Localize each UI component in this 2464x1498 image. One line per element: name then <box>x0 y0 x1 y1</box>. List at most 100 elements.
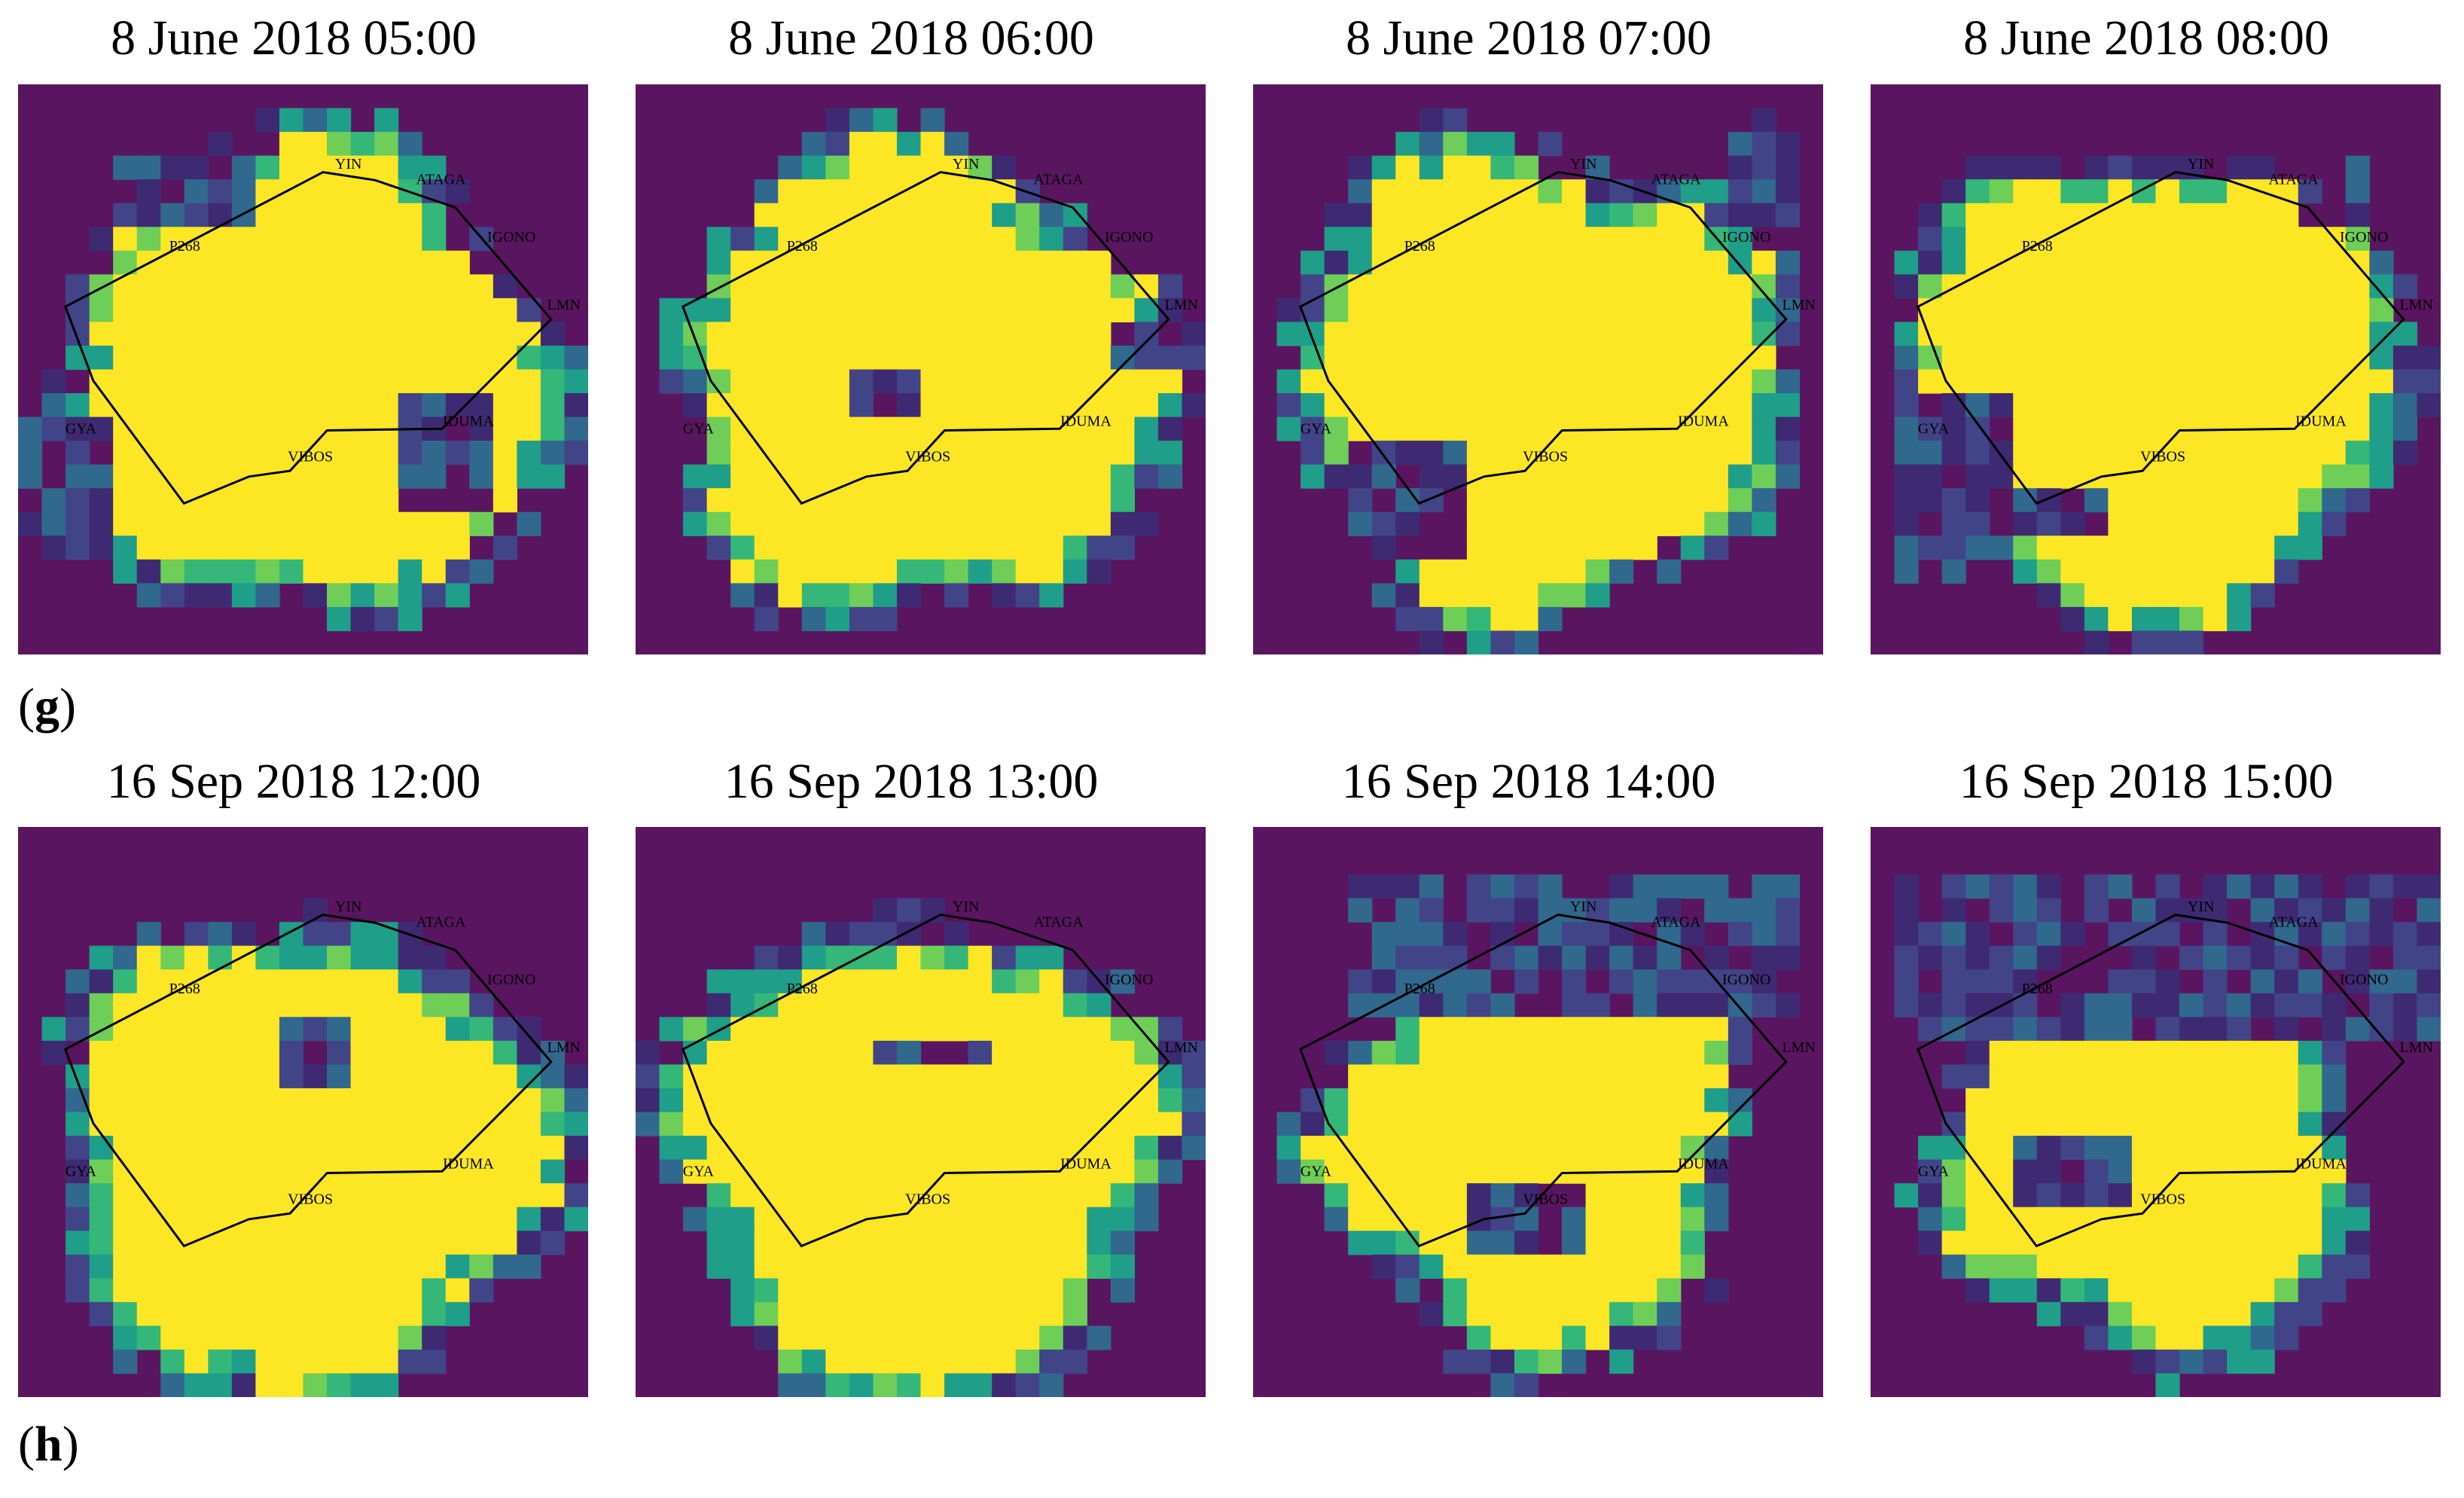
heatmap-cell <box>2203 297 2228 323</box>
heatmap-cell <box>896 345 922 371</box>
heatmap-cell <box>968 1088 993 1113</box>
heatmap-cell <box>398 1349 422 1374</box>
heatmap-cell <box>255 488 280 513</box>
heatmap-cell <box>1680 1064 1705 1089</box>
heatmap-cell <box>873 250 898 275</box>
heatmap-cell <box>1395 1254 1420 1279</box>
heatmap-cell <box>1657 1183 1682 1208</box>
heatmap-cell <box>1419 393 1444 418</box>
heatmap-cell <box>469 1278 494 1303</box>
heatmap-cell <box>1348 1112 1373 1136</box>
heatmap-cell <box>231 274 257 299</box>
heatmap-cell <box>2369 874 2394 899</box>
heatmap-cell <box>1371 203 1396 227</box>
heatmap-cell <box>2227 488 2252 513</box>
heatmap-cell <box>1490 274 1515 299</box>
heatmap-cell <box>1585 1207 1610 1231</box>
heatmap-cell <box>992 1207 1017 1231</box>
heatmap-cell <box>1657 874 1682 899</box>
heatmap-cell <box>1514 297 1539 323</box>
heatmap-cell <box>113 559 138 584</box>
heatmap-cell <box>564 1207 588 1231</box>
heatmap-cell <box>231 1183 257 1208</box>
heatmap-cell <box>374 1017 399 1042</box>
heatmap-cell <box>1182 1064 1206 1089</box>
heatmap-cell <box>445 511 470 536</box>
heatmap-cell <box>2345 898 2370 923</box>
heatmap-cell <box>730 322 755 346</box>
heatmap-cell <box>1395 179 1420 204</box>
heatmap-cell <box>1015 274 1040 299</box>
heatmap-cell <box>1443 1301 1468 1326</box>
heatmap-cell <box>208 297 233 323</box>
heatmap-cell <box>2013 1183 2038 1208</box>
heatmap-cell <box>1965 969 1990 994</box>
heatmap-cell <box>754 1326 779 1350</box>
heatmap-cell <box>2274 1112 2299 1136</box>
heatmap-cell <box>41 393 66 418</box>
heatmap-cell <box>1466 203 1492 227</box>
heatmap-cell <box>208 345 233 371</box>
heatmap-cell <box>66 993 90 1017</box>
heatmap-cell <box>730 1278 755 1303</box>
heatmap-cell <box>2108 874 2133 899</box>
heatmap-cell <box>1538 250 1563 275</box>
heatmap-cell <box>2013 322 2038 346</box>
heatmap-cell <box>873 583 898 608</box>
heatmap-cell <box>41 535 66 560</box>
heatmap-cell <box>944 1136 969 1161</box>
heatmap-cell <box>1918 464 1943 489</box>
heatmap-cell <box>825 203 850 227</box>
heatmap-cell <box>1324 274 1349 299</box>
network-boundary <box>1298 914 1788 1248</box>
heatmap-cell <box>1989 1278 2014 1303</box>
heatmap-cell <box>1704 179 1729 204</box>
heatmap-cell <box>1395 345 1420 371</box>
heatmap-cell <box>873 227 898 252</box>
heatmap-cell <box>350 369 375 394</box>
heatmap-cell <box>1063 297 1087 323</box>
heatmap-cell <box>564 416 588 441</box>
heatmap-cell <box>1752 464 1776 489</box>
heatmap-cell <box>944 945 969 970</box>
heatmap-cell <box>992 488 1017 513</box>
heatmap-cell <box>160 1040 185 1066</box>
heatmap-cell <box>1562 322 1587 346</box>
heatmap-cell <box>231 583 257 608</box>
heatmap-cell <box>1633 535 1657 560</box>
heatmap-cell <box>825 1301 850 1326</box>
heatmap-cell <box>1538 179 1563 204</box>
heatmap-cell <box>801 441 826 465</box>
station-label: YIN <box>953 156 980 172</box>
station-label: GYA <box>66 420 97 437</box>
heatmap-cell <box>2298 345 2322 371</box>
heatmap-cell <box>2155 1017 2180 1042</box>
heatmap-cell <box>303 416 328 441</box>
heatmap-cell <box>2298 250 2322 275</box>
heatmap-cell <box>1752 945 1776 970</box>
heatmap-cell <box>1775 441 1801 465</box>
heatmap-cell <box>136 393 161 418</box>
heatmap-cell <box>1324 1040 1349 1066</box>
panel-title-h-2: 16 Sep 2018 13:00 <box>724 754 1099 809</box>
heatmap-cell <box>801 1183 826 1208</box>
heatmap-cell <box>801 606 826 632</box>
heatmap-cell <box>1514 1136 1539 1161</box>
station-label: IGONO <box>1722 972 1770 988</box>
heatmap-cell <box>540 1159 566 1184</box>
heatmap-cell <box>184 1373 209 1397</box>
heatmap-cell <box>1039 227 1064 252</box>
heatmap-cell <box>1015 1326 1040 1350</box>
heatmap-cell <box>89 1183 114 1208</box>
heatmap-cell <box>2179 393 2204 418</box>
heatmap-cell <box>2179 274 2204 299</box>
heatmap-cell <box>1157 416 1183 441</box>
heatmap-cell <box>208 250 233 275</box>
heatmap-cell <box>754 297 779 323</box>
heatmap-cell <box>1704 898 1729 923</box>
heatmap-cell <box>730 1183 755 1208</box>
heatmap-cell <box>2060 297 2085 323</box>
heatmap-cell <box>2084 1112 2109 1136</box>
heatmap-cell <box>1419 1088 1444 1113</box>
heatmap-cell <box>920 1112 945 1136</box>
